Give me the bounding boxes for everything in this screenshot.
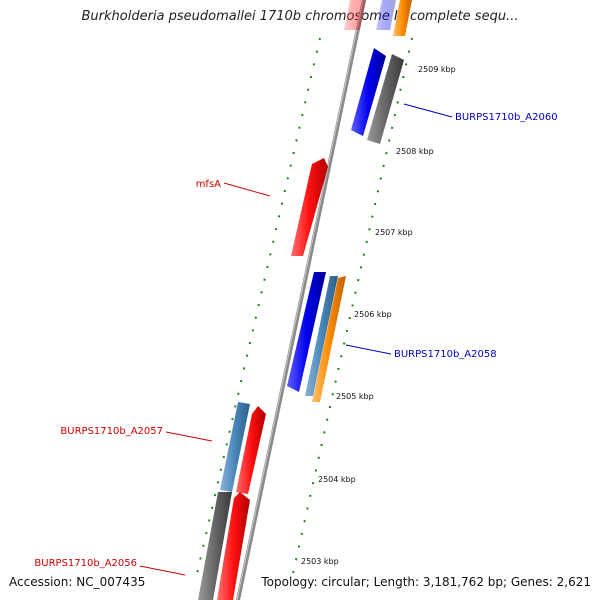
gene-A2060[interactable] (351, 48, 386, 136)
orange-feature-top (393, 0, 412, 36)
sequence-backbone (236, 0, 366, 600)
gene-A2058-blue[interactable] (287, 272, 326, 392)
gene-label-A2057[interactable]: BURPS1710b_A2057 (60, 426, 163, 437)
right-guide-track (291, 37, 413, 579)
leader-line-A2057 (165, 431, 213, 442)
cds-A2060[interactable] (367, 54, 404, 144)
faded-features-top (344, 0, 396, 30)
accession-label: Accession: (9, 575, 73, 589)
scale-tick-label: 2506 kbp (354, 310, 392, 319)
feature-A2058-steelblue[interactable] (305, 276, 338, 396)
faded-reverse-gene (376, 0, 396, 30)
scale-tick-label: 2505 kbp (336, 392, 374, 401)
accession-info: Accession: NC_007435 (9, 575, 145, 589)
scale-tick-label: 2509 kbp (418, 65, 456, 74)
accession-value: NC_007435 (76, 575, 146, 589)
faded-forward-gene (344, 0, 366, 30)
topology-info: Topology: circular; Length: 3,181,762 bp… (261, 575, 591, 589)
leader-line-A2056 (139, 565, 186, 576)
scale-ticks: 2503 kbp 2504 kbp 2505 kbp 2506 kbp 2507… (301, 65, 456, 566)
gene-label-mfsA[interactable]: mfsA (196, 179, 221, 190)
dotted-guide-tracks (195, 37, 413, 579)
leader-line-A2060 (403, 103, 453, 118)
scale-tick-label: 2503 kbp (301, 557, 339, 566)
gene-A2057[interactable] (236, 406, 266, 494)
gene-A2056[interactable] (217, 492, 250, 600)
cds-A2056[interactable] (198, 492, 232, 600)
scale-tick-label: 2504 kbp (318, 475, 356, 484)
gene-label-A2058[interactable]: BURPS1710b_A2058 (394, 349, 497, 360)
gene-label-A2056[interactable]: BURPS1710b_A2056 (34, 558, 137, 569)
scale-tick-label: 2508 kbp (396, 147, 434, 156)
feature-A2057-steelblue[interactable] (220, 402, 250, 492)
gene-label-A2060[interactable]: BURPS1710b_A2060 (455, 112, 558, 123)
gene-mfsA[interactable] (291, 158, 328, 256)
left-guide-track (195, 37, 321, 579)
sequence-backbone-highlight (236, 0, 364, 600)
gene-labels: BURPS1710b_A2060 mfsA BURPS1710b_A2058 B… (34, 103, 558, 576)
feature-A2058-orange[interactable] (312, 276, 346, 402)
leader-line-mfsA (223, 182, 271, 197)
scale-tick-label: 2507 kbp (375, 228, 413, 237)
leader-line-A2058 (345, 344, 392, 355)
